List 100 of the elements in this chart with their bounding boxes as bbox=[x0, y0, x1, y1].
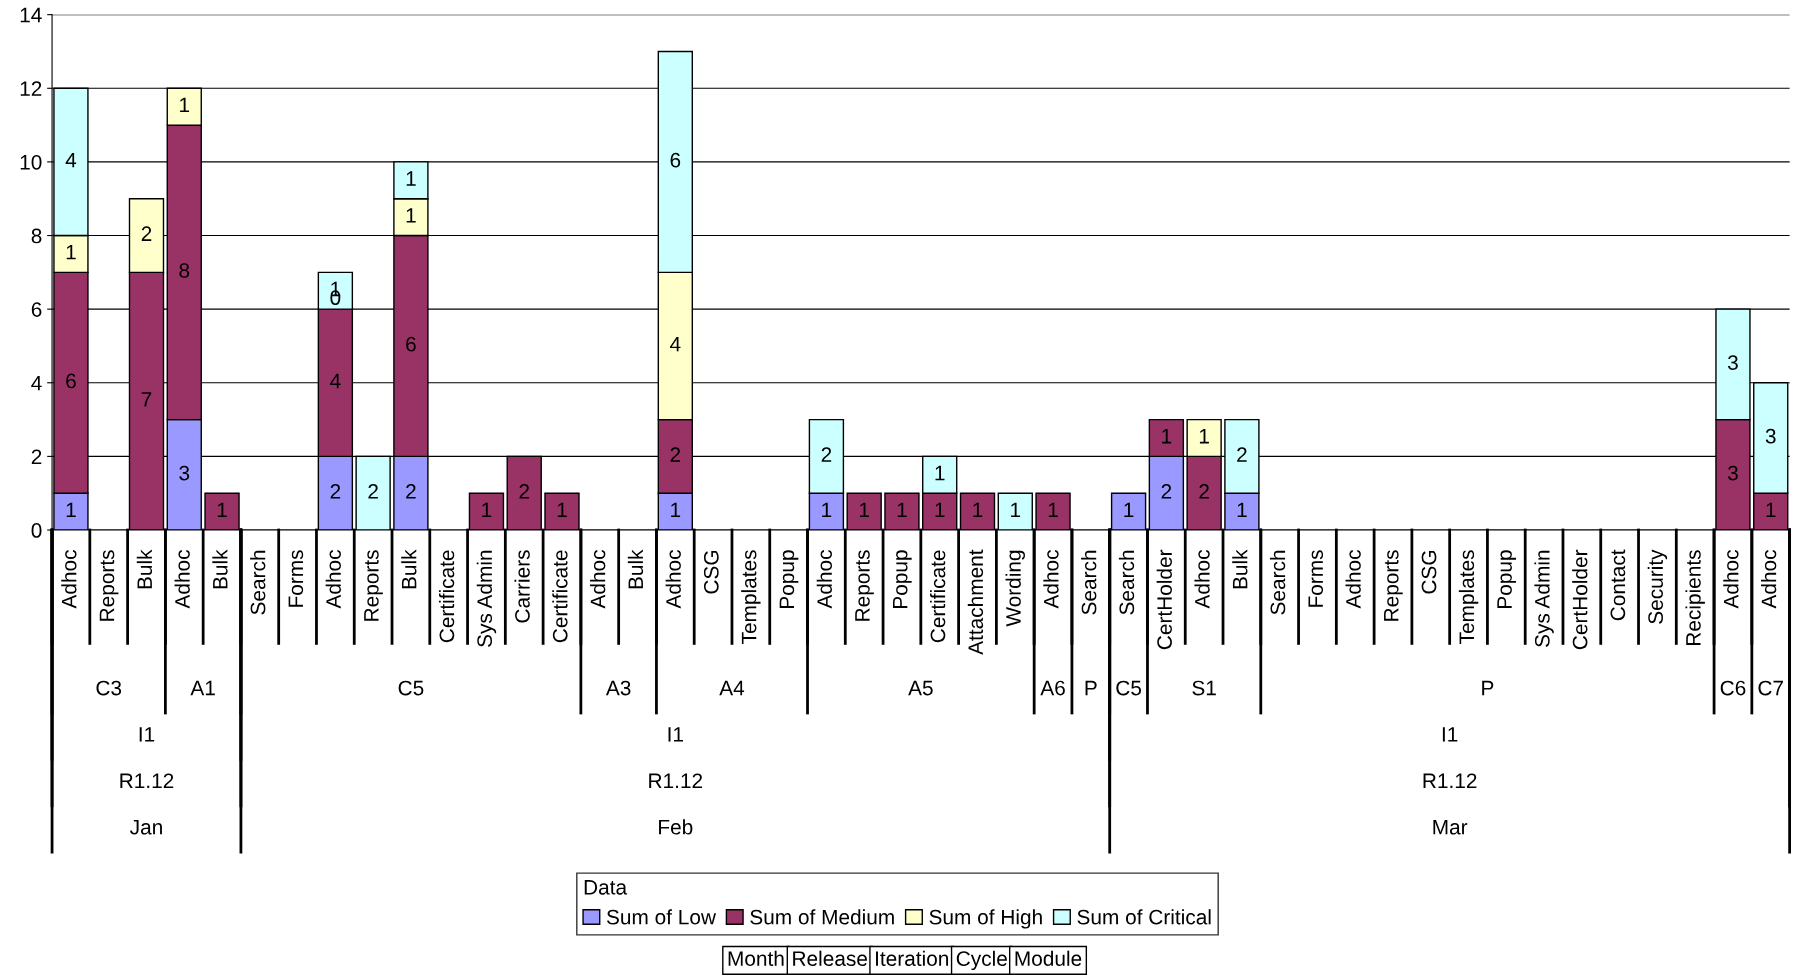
x-tick-label: CSG bbox=[703, 551, 719, 594]
x-tick-label: Search bbox=[250, 550, 266, 615]
data-label: 1 bbox=[217, 502, 227, 517]
data-label: 3 bbox=[1727, 355, 1738, 370]
text: Mar bbox=[1433, 819, 1468, 835]
x-tick-label: Templates bbox=[1458, 550, 1479, 644]
x-tick-label: Adhoc bbox=[1761, 550, 1777, 609]
data-label: 3 bbox=[1765, 428, 1776, 444]
text: C5 bbox=[1116, 680, 1142, 696]
data-label: 1 bbox=[1048, 502, 1058, 517]
y-tick-label: 4 bbox=[31, 375, 42, 391]
data-label: 1 bbox=[1199, 429, 1209, 444]
data-label: 4 bbox=[330, 373, 341, 389]
data-label: 2 bbox=[670, 447, 681, 462]
text: C3 bbox=[96, 680, 122, 696]
x-tick-label: Sys Admin bbox=[476, 550, 497, 647]
y-tick-label: 14 bbox=[20, 7, 42, 23]
data-label: 3 bbox=[179, 465, 190, 481]
x-tick-label: Security bbox=[1647, 549, 1668, 624]
x-tick-label: Popup bbox=[893, 550, 912, 608]
x-tick-label: CertHolder bbox=[1572, 549, 1588, 650]
x-tick-label: Adhoc bbox=[174, 550, 190, 609]
x-tick-label: Adhoc bbox=[816, 550, 832, 609]
x-tick-label: Sys Admin bbox=[1534, 550, 1554, 647]
data-label: 4 bbox=[65, 152, 77, 168]
data-label: 1 bbox=[935, 502, 945, 517]
text: Month bbox=[728, 950, 784, 966]
y-tick-label: 10 bbox=[20, 154, 42, 170]
text: I1 bbox=[668, 727, 683, 742]
text: I1 bbox=[139, 727, 155, 742]
data-label: 1 bbox=[482, 502, 492, 517]
x-tick-label: Adhoc bbox=[325, 550, 341, 609]
data-label: 1 bbox=[973, 502, 983, 517]
data-label: 6 bbox=[406, 336, 416, 352]
x-tick-label: Adhoc bbox=[1723, 550, 1739, 609]
x-tick-label: CertHolder bbox=[1156, 549, 1172, 650]
x-tick-label: Bulk bbox=[401, 549, 417, 589]
data-label: 1 bbox=[406, 171, 416, 186]
data-label: 2 bbox=[821, 447, 832, 462]
text: C7 bbox=[1758, 680, 1783, 696]
x-tick-label: Reports bbox=[855, 550, 874, 621]
text: Module bbox=[1015, 950, 1082, 966]
x-tick-label: Carriers bbox=[514, 550, 530, 623]
data-label: 2 bbox=[519, 484, 529, 499]
x-tick-label: Forms bbox=[288, 550, 304, 607]
text: Cycle bbox=[956, 950, 1007, 971]
text: Iteration bbox=[876, 950, 949, 966]
text: R1.12 bbox=[120, 773, 174, 788]
data-label: 1 bbox=[1011, 502, 1021, 517]
data-label: 6 bbox=[670, 152, 681, 168]
text: R1.12 bbox=[1423, 773, 1477, 788]
text: C6 bbox=[1720, 680, 1746, 696]
x-tick-label: Bulk bbox=[136, 549, 153, 589]
x-tick-label: Bulk bbox=[212, 549, 228, 589]
x-tick-label: Adhoc bbox=[1194, 550, 1210, 609]
data-label: 7 bbox=[141, 392, 152, 407]
y-tick-label: 12 bbox=[20, 81, 42, 96]
data-label: 1 bbox=[859, 502, 869, 517]
x-tick-label: Adhoc bbox=[665, 550, 681, 609]
data-label: 1 bbox=[66, 244, 76, 260]
text: Feb bbox=[659, 819, 693, 835]
text: A5 bbox=[908, 680, 933, 696]
data-label: 4 bbox=[670, 337, 681, 352]
data-label: 1 bbox=[557, 502, 567, 517]
x-tick-label: Search bbox=[1118, 550, 1135, 615]
x-tick-label: Adhoc bbox=[61, 550, 77, 609]
text: S1 bbox=[1192, 680, 1216, 696]
text: P bbox=[1482, 680, 1494, 696]
x-tick-label: Popup bbox=[779, 550, 799, 608]
data-label: 1 bbox=[1124, 502, 1134, 517]
x-tick-label: Certificate bbox=[930, 550, 946, 643]
y-tick-label: 6 bbox=[31, 302, 42, 317]
x-tick-label: Reports bbox=[99, 550, 119, 621]
text: Jan bbox=[130, 819, 162, 835]
x-tick-label: Reports bbox=[364, 550, 383, 621]
x-tick-label: Certificate bbox=[438, 550, 455, 643]
text: A4 bbox=[719, 680, 745, 696]
text: R1.12 bbox=[649, 773, 703, 788]
data-label: 1 bbox=[66, 502, 76, 517]
data-label: 1 bbox=[822, 502, 832, 517]
x-tick-label: Bulk bbox=[1232, 549, 1248, 589]
text: A1 bbox=[190, 680, 215, 696]
x-tick-label: Forms bbox=[1308, 550, 1324, 607]
data-label: 1 bbox=[1162, 429, 1172, 444]
x-tick-label: Search bbox=[1081, 550, 1097, 615]
x-tick-label: Adhoc bbox=[1345, 550, 1361, 609]
data-label: 3 bbox=[1727, 465, 1738, 481]
x-tick-label: Recipients bbox=[1685, 550, 1705, 646]
data-label: 1 bbox=[897, 502, 907, 517]
data-label: 1 bbox=[1766, 502, 1776, 517]
y-tick-label: 2 bbox=[31, 449, 42, 464]
y-tick-label: 0 bbox=[31, 523, 42, 538]
legend-label: Sum of High bbox=[929, 909, 1042, 929]
x-tick-label: Contact bbox=[1610, 549, 1626, 621]
data-label: 1 bbox=[180, 97, 190, 113]
text: Release bbox=[793, 950, 867, 966]
x-tick-label: Certificate bbox=[552, 550, 568, 643]
data-label: 2 bbox=[368, 484, 378, 499]
x-tick-label: Bulk bbox=[627, 549, 644, 589]
x-tick-label: Attachment bbox=[967, 549, 984, 655]
